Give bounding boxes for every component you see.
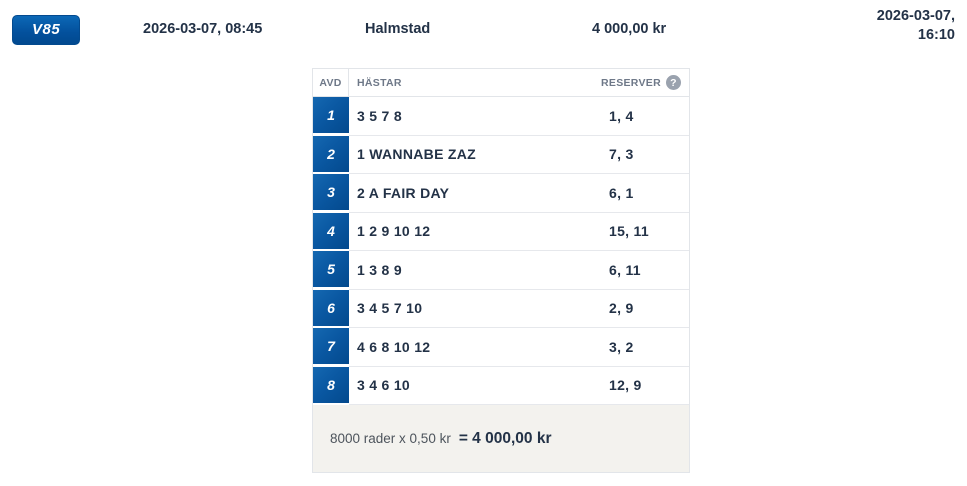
horses-cell: 1 2 9 10 12: [357, 223, 431, 240]
purchase-datetime: 2026-03-07, 08:45: [143, 21, 263, 37]
horses-cell: 1 WANNABE ZAZ: [357, 146, 477, 163]
receipt-header: V85 2026-03-07, 08:45 Halmstad 4 000,00 …: [0, 0, 967, 56]
leg-number-badge: 6: [313, 289, 349, 326]
horses-cell: 1 3 8 9: [357, 261, 402, 278]
leg-number-badge: 3: [313, 174, 349, 210]
cost-summary-row: 8000 rader x 0,50 kr = 4 000,00 kr: [313, 405, 689, 472]
reserves-cell: 6, 11: [609, 261, 641, 278]
reserves-cell: 12, 9: [609, 377, 642, 394]
reserves-cell: 15, 11: [609, 223, 649, 240]
leg-number-badge: 4: [313, 212, 349, 249]
table-row: 4 1 2 9 10 12 15, 11: [313, 212, 689, 251]
column-header-avd: AVD: [313, 69, 349, 96]
horses-cell: 3 5 7 8: [357, 107, 402, 124]
column-header-horses: HÄSTAR: [357, 76, 402, 89]
table-row: 2 1 WANNABE ZAZ 7, 3: [313, 135, 689, 174]
coupon-table-header: AVD HÄSTAR RESERVER ?: [313, 69, 689, 97]
horses-cell: 4 6 8 10 12: [357, 338, 431, 355]
reserves-cell: 2, 9: [609, 300, 634, 317]
column-header-reserves-group: RESERVER ?: [601, 69, 689, 96]
table-row: 6 3 4 5 7 10 2, 9: [313, 289, 689, 328]
leg-number-badge: 2: [313, 135, 349, 172]
table-row: 3 2 A FAIR DAY 6, 1: [313, 174, 689, 213]
leg-number-badge: 7: [313, 328, 349, 364]
table-row: 1 3 5 7 8 1, 4: [313, 97, 689, 136]
table-row: 5 1 3 8 9 6, 11: [313, 251, 689, 290]
bet-amount: 4 000,00 kr: [592, 21, 667, 37]
reserves-cell: 1, 4: [609, 107, 634, 124]
horses-cell: 2 A FAIR DAY: [357, 184, 450, 201]
reserves-cell: 3, 2: [609, 338, 634, 355]
leg-number-badge: 1: [313, 97, 349, 133]
table-row: 7 4 6 8 10 12 3, 2: [313, 328, 689, 367]
total-cost: = 4 000,00 kr: [458, 429, 552, 447]
rows-times-stake: 8000 rader x 0,50 kr: [330, 431, 451, 446]
leg-number-badge: 5: [313, 251, 349, 287]
help-icon[interactable]: ?: [666, 75, 681, 90]
game-type-badge: V85: [12, 15, 81, 45]
horses-cell: 3 4 5 7 10: [357, 300, 423, 317]
column-header-reserves: RESERVER: [601, 76, 661, 89]
coupon-table: AVD HÄSTAR RESERVER ? 1 3 5 7 8 1, 4 2 1…: [312, 68, 690, 473]
race-start-datetime: 2026-03-07, 16:10: [876, 8, 955, 43]
reserves-cell: 7, 3: [609, 146, 634, 163]
leg-number-badge: 8: [313, 366, 349, 403]
reserves-cell: 6, 1: [609, 184, 634, 201]
table-row: 8 3 4 6 10 12, 9: [313, 366, 689, 405]
track-name: Halmstad: [365, 21, 431, 37]
horses-cell: 3 4 6 10: [357, 377, 410, 394]
